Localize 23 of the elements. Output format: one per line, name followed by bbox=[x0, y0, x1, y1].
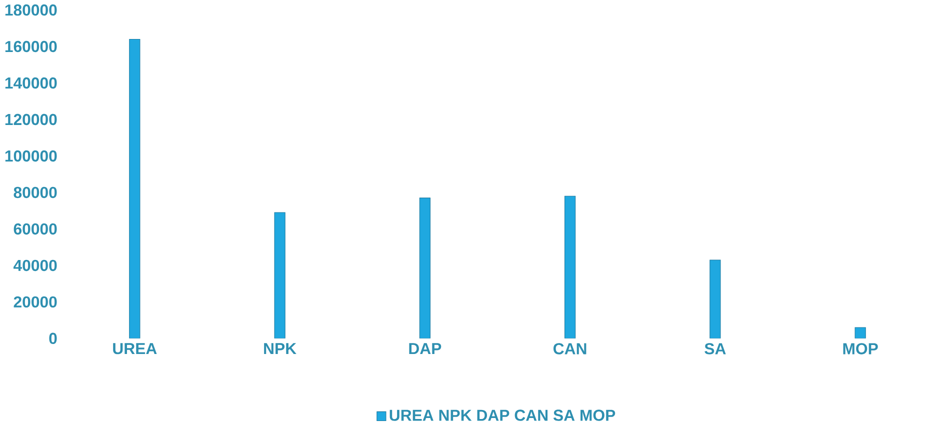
bar bbox=[710, 260, 721, 338]
y-tick-label: 120000 bbox=[5, 114, 57, 126]
bar bbox=[564, 196, 576, 338]
bar bbox=[854, 327, 866, 338]
y-tick-label: 0 bbox=[49, 332, 57, 344]
legend-label: UREA NPK DAP CAN SA MOP bbox=[390, 410, 616, 421]
x-tick-label: UREA bbox=[113, 343, 157, 354]
y-tick-label: 40000 bbox=[14, 260, 57, 272]
bar bbox=[419, 198, 430, 338]
y-tick-label: 140000 bbox=[5, 77, 57, 89]
bar bbox=[129, 38, 140, 338]
y-tick-label: 60000 bbox=[14, 223, 57, 235]
x-tick-label: SA bbox=[704, 343, 726, 354]
x-tick-label: CAN bbox=[553, 343, 586, 354]
y-tick-label: 180000 bbox=[5, 4, 57, 16]
y-tick-label: 160000 bbox=[5, 40, 57, 52]
x-tick-label: NPK bbox=[264, 343, 296, 354]
bar bbox=[274, 212, 286, 338]
x-tick-label: MOP bbox=[843, 343, 878, 354]
y-tick-label: 80000 bbox=[14, 186, 57, 198]
y-tick-label: 20000 bbox=[14, 296, 57, 308]
y-tick-label: 100000 bbox=[5, 150, 57, 162]
x-tick-label: DAP bbox=[409, 343, 442, 354]
